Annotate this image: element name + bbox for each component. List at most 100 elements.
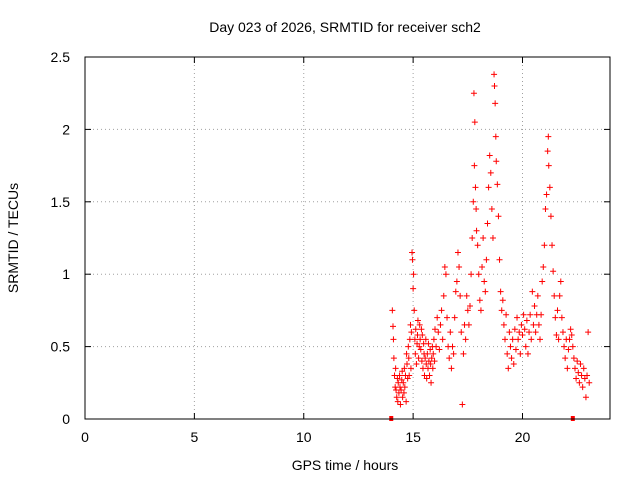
data-point (532, 329, 539, 336)
data-point (429, 365, 436, 372)
data-point (569, 343, 576, 350)
data-point (399, 394, 406, 401)
data-points (389, 71, 593, 408)
data-point (499, 297, 506, 304)
data-point (535, 321, 542, 328)
data-point (467, 303, 473, 310)
data-point (441, 263, 448, 270)
data-point (526, 329, 533, 336)
data-point (389, 307, 396, 314)
data-point (555, 336, 562, 343)
data-point (390, 323, 396, 330)
data-point (492, 100, 499, 107)
data-point (464, 307, 471, 314)
data-point (398, 387, 405, 394)
data-point (524, 350, 531, 357)
data-point (520, 311, 527, 318)
data-point (514, 314, 521, 321)
data-point (534, 292, 541, 299)
data-point (446, 355, 453, 362)
data-point (411, 336, 418, 343)
data-point (498, 307, 505, 314)
data-point (468, 271, 475, 278)
data-point (426, 372, 433, 379)
data-point (451, 314, 458, 321)
data-point (403, 398, 410, 405)
data-point (442, 271, 449, 278)
data-point (489, 235, 496, 241)
y-axis-label: SRMTID / TECUs (5, 183, 21, 293)
plot-frame (84, 56, 611, 420)
data-point (527, 311, 534, 318)
data-point (537, 336, 543, 343)
data-point (462, 336, 469, 343)
data-point (470, 90, 477, 97)
data-point (447, 329, 454, 336)
y-tick-label: 1 (62, 266, 70, 282)
data-point (568, 332, 575, 339)
data-point (511, 326, 518, 333)
data-point (393, 394, 400, 401)
data-point (507, 343, 514, 350)
data-point (471, 162, 478, 169)
data-point (557, 278, 564, 285)
data-point (492, 133, 499, 140)
data-point (479, 263, 486, 270)
data-point (554, 307, 561, 314)
data-point (400, 379, 407, 386)
data-point (432, 326, 438, 333)
data-point (553, 332, 560, 339)
data-point (459, 401, 466, 408)
data-point (406, 372, 413, 379)
data-point (575, 369, 582, 376)
data-point (403, 350, 410, 357)
data-point (550, 268, 557, 275)
data-point (528, 336, 535, 343)
data-point (549, 242, 556, 249)
data-point (482, 288, 489, 295)
data-point (454, 249, 461, 256)
data-point (572, 365, 578, 372)
data-point (449, 343, 456, 350)
data-point (517, 350, 524, 357)
data-point (530, 321, 537, 328)
data-point (437, 321, 444, 328)
data-point (416, 321, 423, 328)
x-tick-label: 10 (296, 429, 312, 445)
data-point (515, 336, 522, 343)
data-point (522, 343, 529, 350)
data-point (547, 213, 554, 220)
data-point (470, 198, 477, 205)
data-point (425, 340, 432, 347)
data-point (574, 358, 581, 365)
data-point (494, 181, 501, 188)
chart-title: Day 023 of 2026, SRMTID for receiver sch… (209, 19, 481, 35)
data-point (480, 235, 487, 241)
data-point (410, 271, 417, 278)
data-point (412, 326, 419, 333)
data-point (407, 365, 414, 372)
data-point (405, 343, 412, 350)
data-point (401, 365, 408, 372)
data-point (540, 263, 547, 270)
data-point (430, 350, 437, 357)
data-point (539, 278, 546, 285)
data-point (474, 242, 481, 249)
data-point (405, 355, 412, 362)
data-point (586, 379, 593, 386)
data-point (566, 336, 573, 343)
data-point (508, 355, 515, 362)
data-point (509, 336, 516, 343)
data-point (487, 169, 494, 176)
data-point (545, 133, 552, 140)
data-point (463, 292, 470, 299)
y-tick-label: 2 (62, 121, 70, 137)
data-point (546, 184, 553, 191)
data-point (428, 379, 435, 386)
data-point (411, 307, 418, 314)
data-point (415, 355, 422, 362)
data-point (390, 336, 397, 343)
data-point (542, 206, 549, 213)
data-point (424, 350, 431, 357)
